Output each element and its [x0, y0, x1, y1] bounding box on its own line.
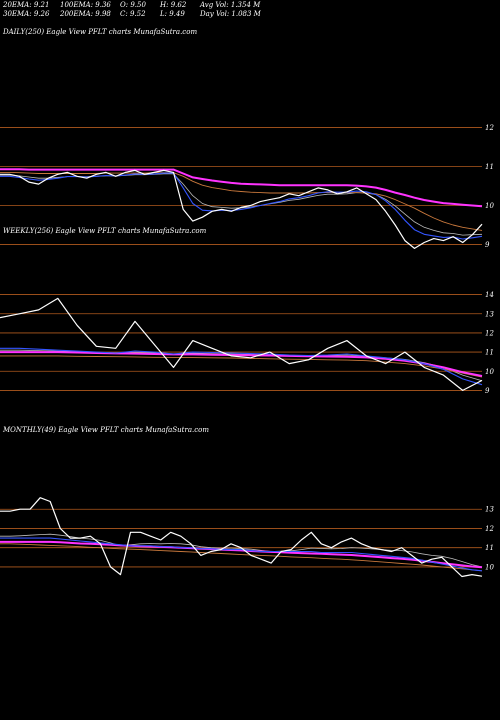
header-ema200: 200EMA: 9.98	[60, 10, 111, 18]
header-close: C: 9.52	[120, 10, 146, 18]
header-open: O: 9.50	[120, 1, 146, 9]
monthly-series-ema_fast	[0, 537, 483, 572]
weekly-tick-label: 12	[485, 329, 494, 337]
daily-tick-label: 10	[485, 202, 494, 210]
monthly-panel-title: MONTHLY(49) Eagle View PFLT charts Munaf…	[3, 426, 209, 434]
weekly-series-price	[0, 297, 483, 391]
header-avg-volume: Avg Vol: 1.354 M	[200, 1, 261, 9]
monthly-tick-label: 13	[485, 506, 494, 514]
daily-tick-label: 11	[485, 163, 494, 171]
weekly-tick-label: 13	[485, 310, 494, 318]
monthly-tick-label: 11	[485, 544, 494, 552]
weekly-tick-label: 14	[485, 291, 494, 299]
weekly-panel-title: WEEKLY(256) Eagle View PFLT charts Munaf…	[3, 227, 207, 235]
header-ema100: 100EMA: 9.36	[60, 1, 111, 9]
header-low: L: 9.49	[160, 10, 185, 18]
weekly-series-ma_brown	[0, 355, 483, 378]
header-day-volume: Day Vol: 1.083 M	[200, 10, 261, 18]
monthly-tick-label: 10	[485, 563, 494, 571]
weekly-series-ema_slow	[0, 351, 483, 377]
weekly-tick-label: 10	[485, 368, 494, 376]
weekly-tick-label: 9	[485, 387, 490, 395]
monthly-tick-label: 12	[485, 525, 494, 533]
header-ema20: 20EMA: 9.21	[3, 1, 50, 9]
daily-panel-title: DAILY(250) Eagle View PFLT charts Munafa…	[3, 28, 198, 36]
daily-series-ema100	[0, 171, 483, 231]
monthly-series-ema_slow	[0, 540, 483, 569]
weekly-series-ema_fast	[0, 347, 483, 386]
header-high: H: 9.62	[160, 1, 187, 9]
monthly-series-ma_brown	[0, 543, 483, 572]
daily-series-ema200	[0, 168, 483, 208]
monthly-series-price	[0, 497, 483, 578]
weekly-tick-label: 11	[485, 349, 494, 357]
daily-tick-label: 9	[485, 241, 490, 249]
daily-tick-label: 12	[485, 124, 494, 132]
header-ema30: 30EMA: 9.26	[3, 10, 50, 18]
daily-series-price	[0, 169, 483, 249]
